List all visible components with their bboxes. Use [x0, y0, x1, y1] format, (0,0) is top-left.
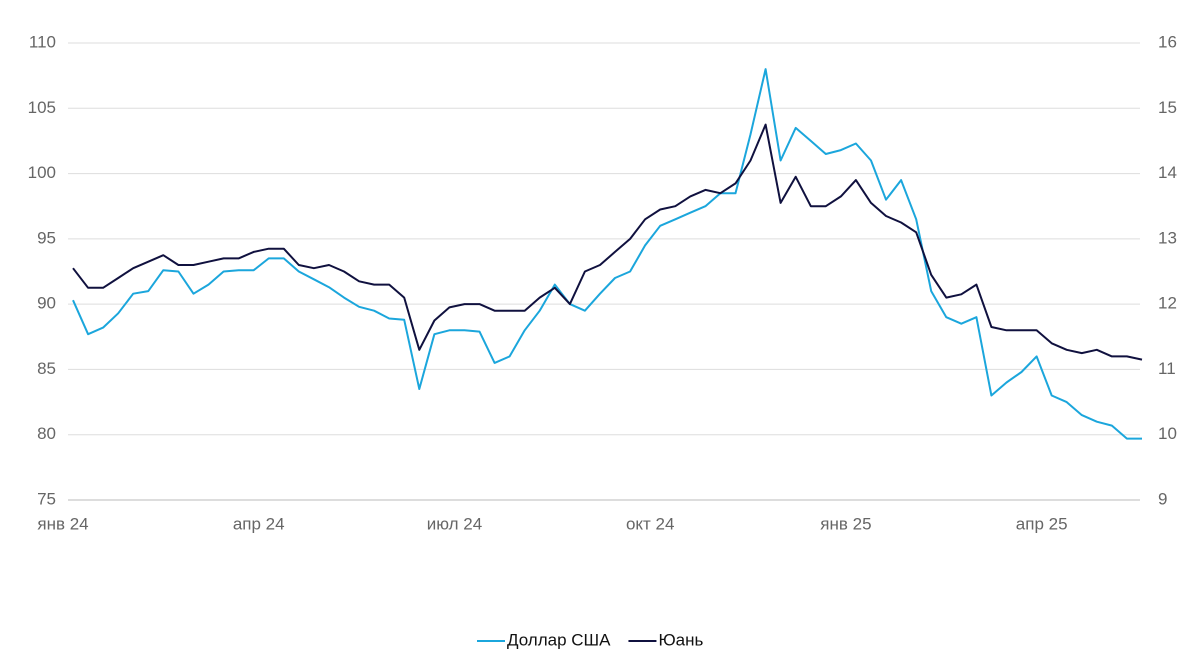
y2-tick-label: 12 — [1158, 294, 1177, 313]
y2-tick-label: 11 — [1158, 359, 1176, 378]
x-tick-label: апр 24 — [233, 514, 285, 533]
y2-tick-label: 16 — [1158, 32, 1177, 51]
y2-tick-label: 14 — [1158, 163, 1177, 182]
legend-label: Юань — [658, 630, 703, 649]
y2-tick-label: 15 — [1158, 98, 1177, 117]
y-tick-label: 85 — [37, 359, 56, 378]
x-tick-label: янв 25 — [820, 514, 871, 533]
y-tick-label: 80 — [37, 424, 56, 443]
x-tick-label: окт 24 — [626, 514, 675, 533]
y2-tick-label: 13 — [1158, 228, 1177, 247]
y-tick-label: 75 — [37, 489, 56, 508]
y-tick-label: 105 — [28, 98, 56, 117]
y-tick-label: 95 — [37, 228, 56, 247]
y2-tick-label: 10 — [1158, 424, 1177, 443]
x-tick-label: янв 24 — [37, 514, 88, 533]
legend-label: Доллар США — [507, 630, 611, 649]
y-tick-label: 110 — [29, 32, 56, 51]
y-tick-label: 100 — [28, 163, 56, 182]
y2-tick-label: 9 — [1158, 489, 1167, 508]
series-line — [72, 68, 1142, 440]
x-tick-label: апр 25 — [1016, 514, 1068, 533]
x-tick-label: июл 24 — [427, 514, 482, 533]
series-line — [72, 123, 1143, 361]
y-tick-label: 90 — [37, 294, 56, 313]
